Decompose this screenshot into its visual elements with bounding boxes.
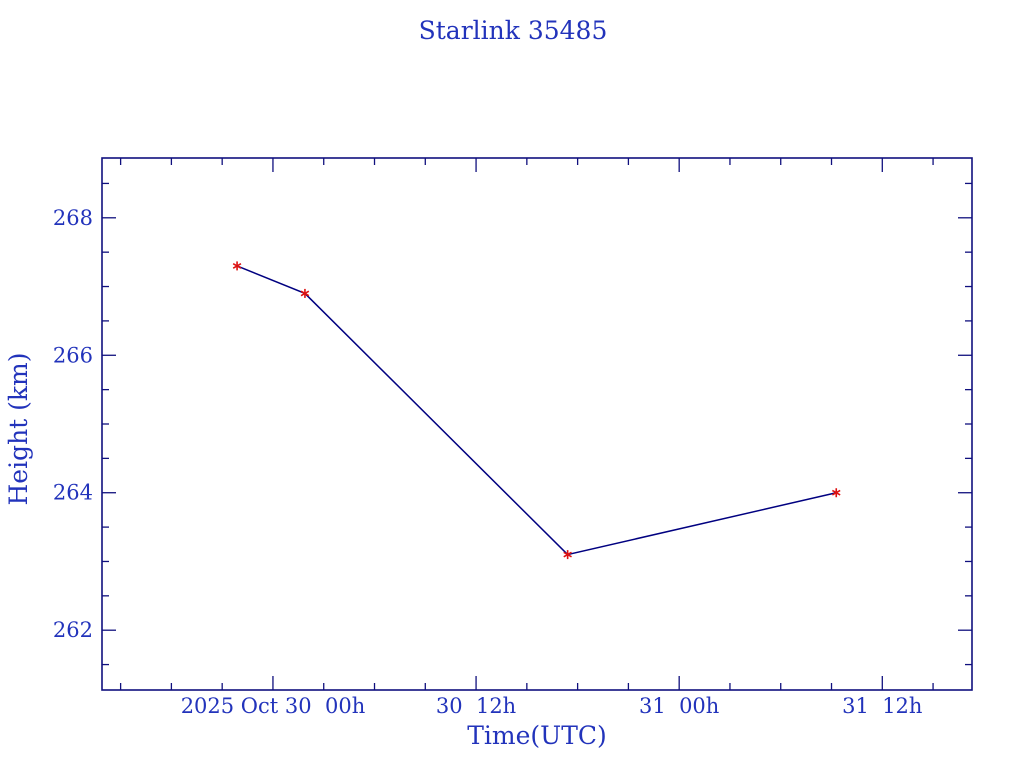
data-point-marker xyxy=(300,288,310,298)
marker-stroke xyxy=(563,551,572,558)
x-axis-title: Time(UTC) xyxy=(467,721,607,750)
plot-frame xyxy=(101,157,973,691)
y-tick-label: 268 xyxy=(53,206,93,230)
y-tick-label: 262 xyxy=(53,618,93,642)
x-tick-label: 31 12h xyxy=(842,694,922,718)
y-tick-labels: 262 264 266 268 xyxy=(53,206,93,642)
data-point-marker xyxy=(232,261,242,271)
marker-stroke xyxy=(831,489,841,496)
height-line xyxy=(236,265,837,556)
chart-title: Starlink 35485 xyxy=(419,16,608,45)
x-tick-label: 30 12h xyxy=(436,694,516,718)
marker-stroke xyxy=(300,290,310,297)
axis-ticks xyxy=(102,158,972,690)
data-series xyxy=(232,261,841,560)
data-point-marker xyxy=(831,488,841,498)
x-tick-labels: 2025 Oct 30 00h 30 12h 31 00h 31 12h xyxy=(181,694,923,718)
marker-stroke xyxy=(232,262,242,269)
data-point-marker xyxy=(563,550,572,560)
y-tick-label: 264 xyxy=(53,481,93,505)
y-axis-title: Height (km) xyxy=(4,352,33,505)
x-tick-label: 31 00h xyxy=(639,694,719,718)
y-tick-label: 266 xyxy=(53,343,93,367)
plot-border xyxy=(101,157,973,691)
x-tick-label: 2025 Oct 30 00h xyxy=(181,694,366,718)
